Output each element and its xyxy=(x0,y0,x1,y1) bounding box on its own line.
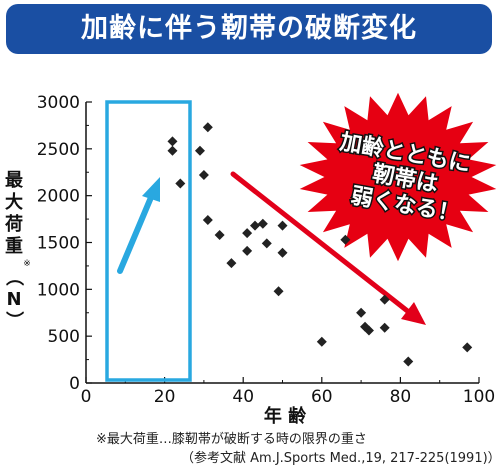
y-tick-label: 1000 xyxy=(37,280,80,300)
decline-arrow-head xyxy=(401,302,426,325)
x-axis-label: 年 齢 xyxy=(264,405,307,427)
x-tick-label: 80 xyxy=(390,387,412,407)
y-tick-label: 1500 xyxy=(37,234,80,254)
data-point xyxy=(277,247,288,258)
data-point xyxy=(403,356,414,367)
data-point xyxy=(261,238,272,249)
page-title: 加齢に伴う靭帯の破断変化 xyxy=(81,13,417,44)
data-point xyxy=(356,307,367,318)
data-point xyxy=(198,170,209,181)
y-label-char: ） xyxy=(3,311,24,329)
data-point xyxy=(226,258,237,269)
x-tick-label: 40 xyxy=(232,387,254,407)
data-point xyxy=(379,322,390,333)
data-point xyxy=(214,230,225,241)
data-point xyxy=(316,336,327,347)
data-point xyxy=(202,215,213,226)
decline-arrow-shaft xyxy=(230,171,413,316)
y-axis-label: 最大荷重※（ N） xyxy=(3,170,31,329)
y-label-char: 重 xyxy=(5,235,23,257)
data-point xyxy=(277,220,288,231)
rising-arrow-shaft xyxy=(117,192,155,274)
y-label-char: （ xyxy=(3,268,24,286)
chart-axes: 0 500 1000 1500 2000 2500 3000 0 20 40 60 80 100 xyxy=(37,93,495,407)
data-point xyxy=(194,145,205,156)
young-age-highlight-box xyxy=(105,100,192,382)
y-label-char: 荷 xyxy=(5,213,23,235)
data-point xyxy=(462,342,473,353)
data-point xyxy=(379,294,390,305)
footnote-reference: （参考文献 Am.J.Sports Med.,19, 217-225(1991)… xyxy=(181,451,500,466)
y-label-char: 最 xyxy=(5,170,24,191)
y-tick-label: 0 xyxy=(69,374,80,394)
data-point xyxy=(167,136,178,147)
x-tick-label: 60 xyxy=(311,387,333,407)
data-point xyxy=(242,228,253,239)
rising-arrow-head xyxy=(142,177,160,202)
title-banner: 加齢に伴う靭帯の破断変化 xyxy=(6,4,492,54)
data-point xyxy=(257,218,268,229)
x-tick-label: 20 xyxy=(154,387,176,407)
chart-annotations xyxy=(105,100,426,382)
data-point xyxy=(249,220,260,231)
data-points xyxy=(167,122,473,367)
data-point xyxy=(363,325,374,336)
y-tick-label: 3000 xyxy=(37,93,80,113)
x-tick-label: 100 xyxy=(463,387,495,407)
y-tick-label: 500 xyxy=(48,327,80,347)
data-point xyxy=(340,234,351,245)
y-label-footnote-mark: ※ xyxy=(23,259,31,269)
data-point xyxy=(202,122,213,133)
y-tick-label: 2000 xyxy=(37,187,80,207)
x-tick-label: 0 xyxy=(81,387,92,407)
burst-shape xyxy=(299,92,497,262)
data-point xyxy=(175,178,186,189)
y-label-char: N xyxy=(6,289,21,310)
footnote-definition: ※最大荷重…膝靭帯が破断する時の限界の重さ xyxy=(96,432,367,447)
y-tick-label: 2500 xyxy=(37,140,80,160)
data-point xyxy=(273,286,284,297)
callout-burst xyxy=(299,92,497,262)
y-label-char: 大 xyxy=(5,191,23,213)
data-point xyxy=(167,145,178,156)
data-point xyxy=(242,245,253,256)
